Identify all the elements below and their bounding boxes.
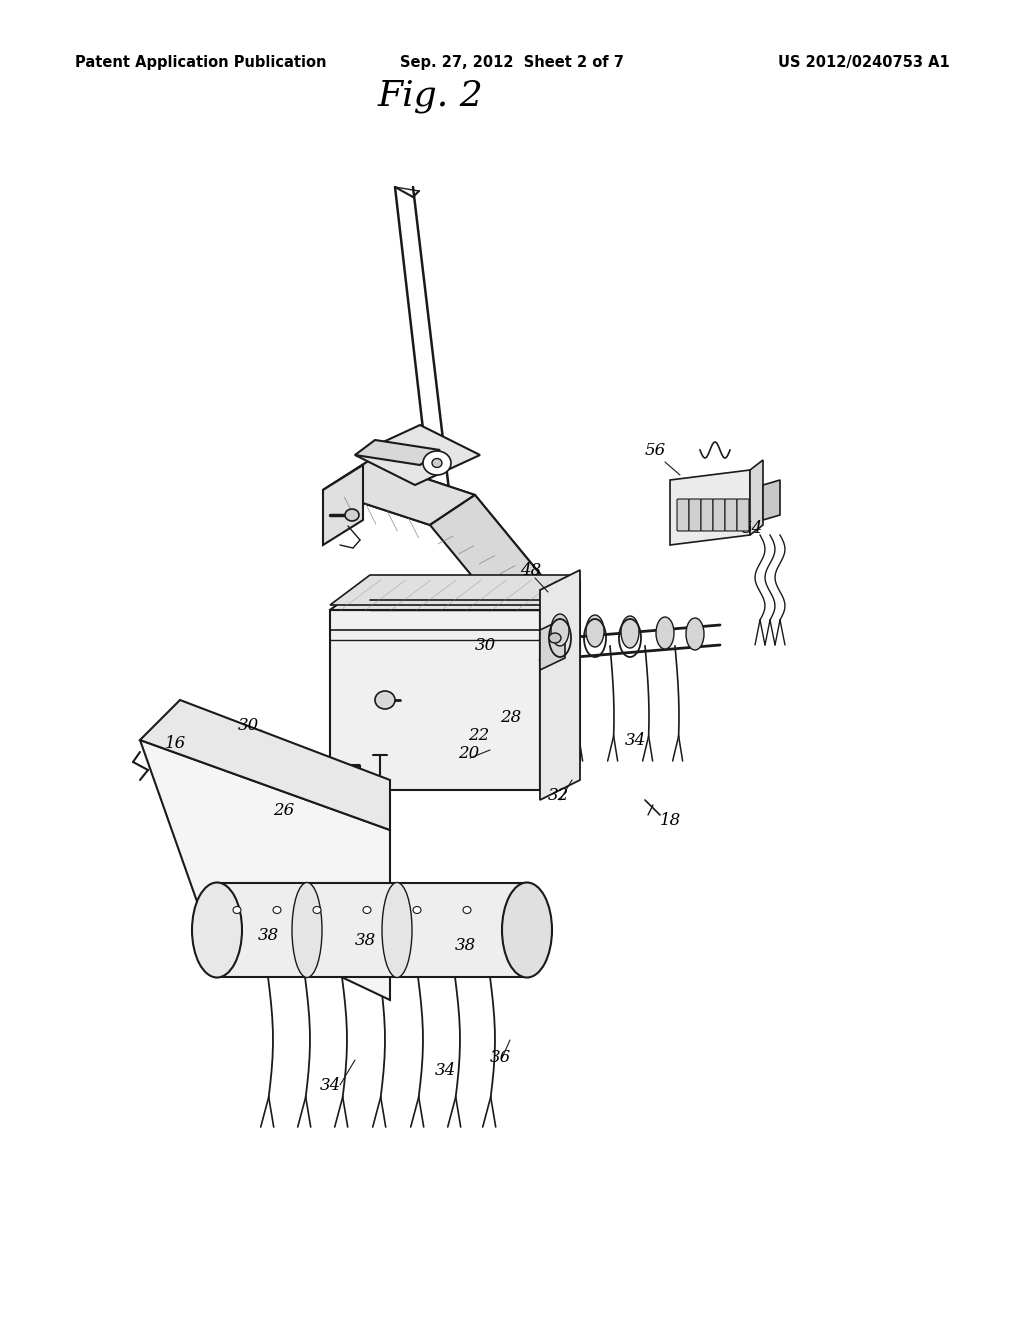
Polygon shape [265, 766, 360, 789]
Ellipse shape [656, 616, 674, 649]
Polygon shape [763, 480, 780, 520]
Ellipse shape [549, 634, 561, 643]
Text: 34: 34 [319, 1077, 341, 1094]
Text: 38: 38 [258, 927, 280, 944]
Polygon shape [217, 883, 527, 977]
Ellipse shape [362, 907, 371, 913]
Ellipse shape [621, 616, 639, 648]
Ellipse shape [273, 907, 281, 913]
Ellipse shape [193, 883, 242, 978]
Ellipse shape [586, 615, 604, 647]
Polygon shape [540, 618, 565, 671]
Polygon shape [540, 570, 580, 800]
FancyBboxPatch shape [725, 499, 737, 531]
Polygon shape [540, 579, 580, 789]
Polygon shape [670, 470, 750, 545]
Polygon shape [140, 700, 390, 830]
Ellipse shape [233, 907, 241, 913]
Text: 26: 26 [273, 803, 294, 818]
Text: 56: 56 [645, 442, 667, 459]
Text: 34: 34 [435, 1063, 457, 1078]
Polygon shape [355, 425, 480, 484]
Polygon shape [265, 789, 325, 940]
Polygon shape [330, 576, 580, 605]
Text: 30: 30 [238, 717, 259, 734]
Ellipse shape [686, 618, 705, 649]
Polygon shape [355, 440, 440, 465]
Text: 22: 22 [468, 727, 489, 744]
Ellipse shape [292, 883, 322, 978]
Text: Fig. 2: Fig. 2 [377, 79, 483, 114]
Polygon shape [323, 465, 362, 545]
FancyBboxPatch shape [701, 499, 713, 531]
FancyBboxPatch shape [713, 499, 725, 531]
Ellipse shape [382, 883, 412, 978]
Text: 18: 18 [660, 812, 681, 829]
Polygon shape [323, 459, 475, 525]
Ellipse shape [375, 690, 395, 709]
Polygon shape [140, 741, 390, 1001]
Ellipse shape [345, 510, 359, 521]
Text: 48: 48 [520, 562, 542, 579]
Text: Sep. 27, 2012  Sheet 2 of 7: Sep. 27, 2012 Sheet 2 of 7 [400, 54, 624, 70]
Ellipse shape [432, 458, 442, 467]
Text: 54: 54 [742, 520, 763, 537]
Ellipse shape [463, 907, 471, 913]
Text: 28: 28 [500, 709, 521, 726]
Text: 30: 30 [475, 638, 497, 653]
Polygon shape [330, 579, 580, 610]
Text: US 2012/0240753 A1: US 2012/0240753 A1 [778, 54, 950, 70]
Text: 38: 38 [455, 937, 476, 954]
Ellipse shape [413, 907, 421, 913]
Ellipse shape [502, 883, 552, 978]
Text: 20: 20 [458, 744, 479, 762]
Text: 32: 32 [548, 787, 569, 804]
Text: 34: 34 [625, 733, 646, 748]
FancyBboxPatch shape [677, 499, 689, 531]
Ellipse shape [551, 614, 569, 645]
Text: 36: 36 [490, 1049, 511, 1067]
Polygon shape [325, 766, 360, 940]
Text: Patent Application Publication: Patent Application Publication [75, 54, 327, 70]
Polygon shape [750, 459, 763, 535]
FancyBboxPatch shape [737, 499, 749, 531]
Polygon shape [430, 495, 545, 610]
Text: 38: 38 [355, 932, 376, 949]
Ellipse shape [423, 451, 451, 475]
Text: 16: 16 [165, 735, 186, 752]
FancyBboxPatch shape [689, 499, 701, 531]
Polygon shape [330, 610, 540, 789]
Ellipse shape [313, 907, 321, 913]
